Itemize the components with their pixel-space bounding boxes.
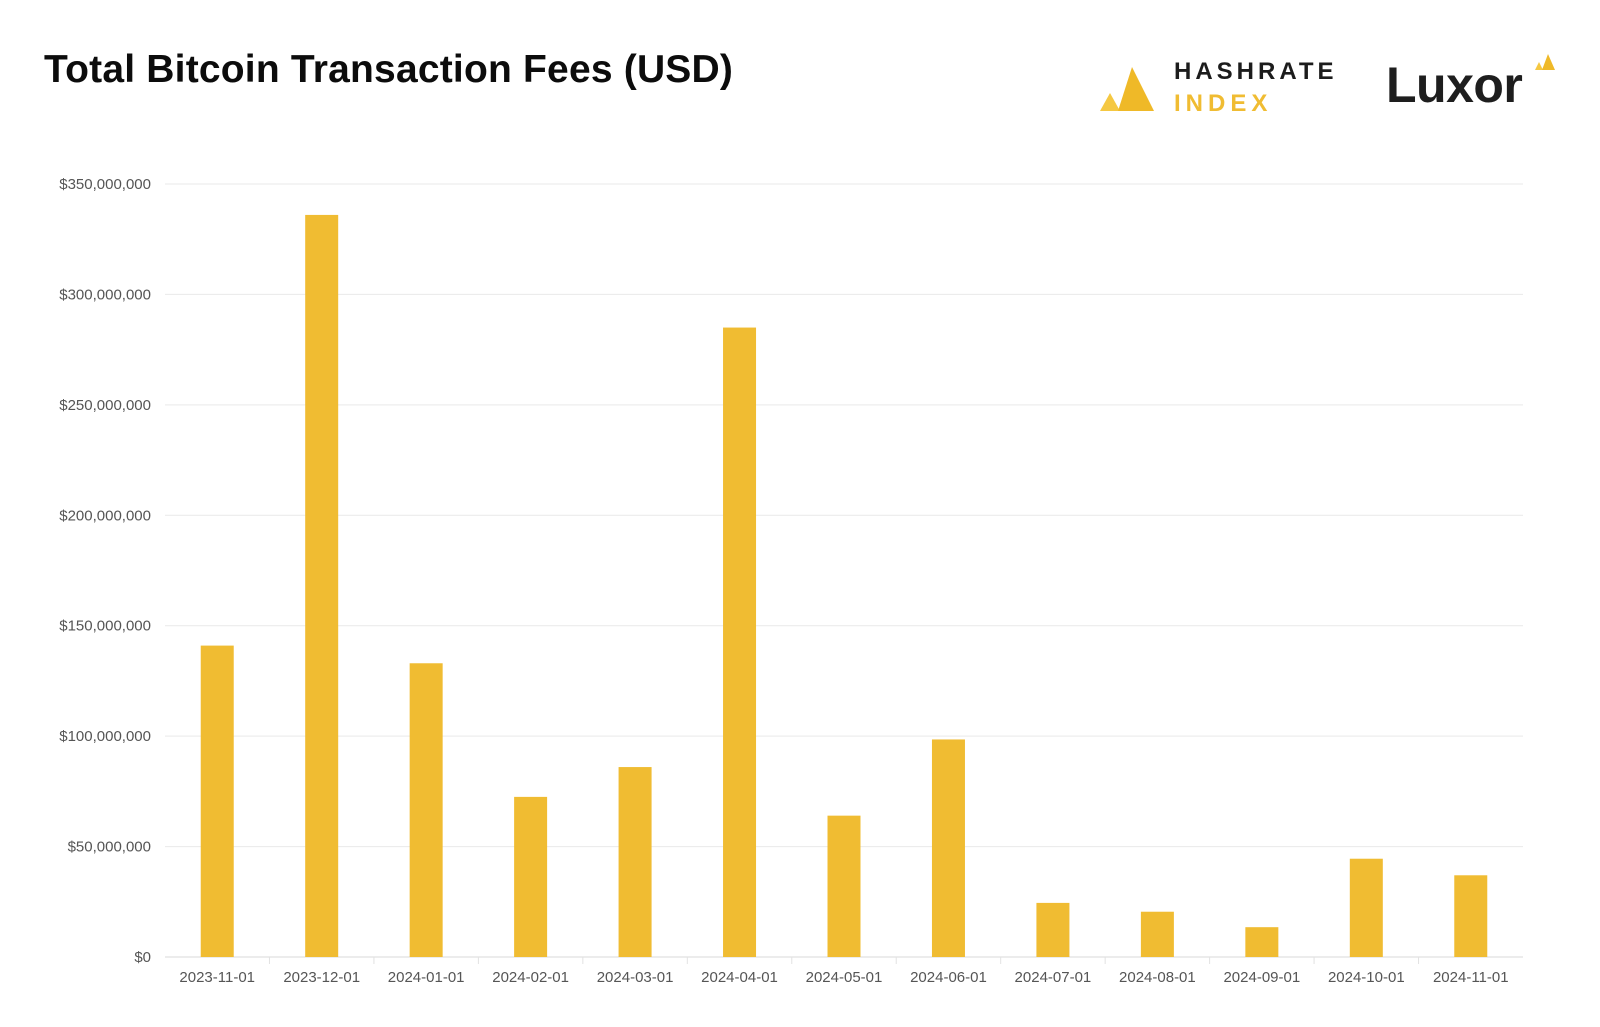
- bar[interactable]: [931, 739, 965, 957]
- x-tick-label: 2024-09-01: [1223, 969, 1300, 986]
- bar[interactable]: [618, 767, 652, 957]
- y-tick-label: $100,000,000: [59, 728, 151, 745]
- y-tick-label: $300,000,000: [59, 286, 151, 303]
- bar[interactable]: [1454, 875, 1488, 957]
- x-tick-label: 2024-06-01: [910, 969, 987, 986]
- y-tick-label: $350,000,000: [59, 176, 151, 193]
- bar[interactable]: [827, 815, 861, 957]
- x-tick-label: 2024-08-01: [1119, 969, 1196, 986]
- bar[interactable]: [723, 327, 757, 957]
- hashrate-logo-text: HASHRATE: [1174, 58, 1338, 85]
- x-tick-label: 2024-03-01: [597, 969, 674, 986]
- bar[interactable]: [305, 214, 339, 958]
- x-axis-ticks: 2023-11-01 2023-12-01 2024-01-01 2024-02-01…: [179, 957, 1509, 986]
- x-tick-label: 2023-12-01: [283, 969, 360, 986]
- y-tick-label: $150,000,000: [59, 618, 151, 635]
- x-tick-label: 2024-10-01: [1328, 969, 1405, 986]
- chart-title: Total Bitcoin Transaction Fees (USD): [44, 48, 734, 91]
- index-logo-text: INDEX: [1174, 90, 1273, 117]
- hashrate-index-logo: HASHRATE INDEX: [1098, 58, 1338, 120]
- x-tick-label: 2024-04-01: [701, 969, 778, 986]
- luxor-logo-icon: [1535, 54, 1555, 70]
- x-tick-label: 2024-07-01: [1015, 969, 1092, 986]
- x-tick-label: 2024-02-01: [492, 969, 569, 986]
- y-tick-label: $0: [134, 949, 151, 966]
- bar[interactable]: [1036, 902, 1070, 957]
- bar[interactable]: [409, 663, 443, 957]
- x-tick-label: 2024-01-01: [388, 969, 465, 986]
- x-tick-label: 2024-05-01: [806, 969, 883, 986]
- bar[interactable]: [514, 796, 548, 957]
- y-axis-ticks: $0 $50,000,000 $100,000,000 $150,000,000 $20…: [59, 176, 151, 966]
- bar[interactable]: [1245, 927, 1279, 957]
- y-tick-label: $200,000,000: [59, 507, 151, 524]
- bars: [200, 214, 1488, 958]
- x-tick-label: 2023-11-01: [179, 969, 255, 986]
- bar[interactable]: [1140, 911, 1174, 957]
- y-tick-label: $250,000,000: [59, 397, 151, 414]
- y-tick-label: $50,000,000: [68, 839, 151, 856]
- luxor-logo-text: Luxor: [1386, 57, 1523, 113]
- bar[interactable]: [1349, 858, 1383, 957]
- bar[interactable]: [200, 645, 234, 957]
- x-tick-label: 2024-11-01: [1433, 969, 1509, 986]
- hashrate-index-logo-icon: [1100, 67, 1154, 111]
- luxor-logo: Luxor: [1386, 54, 1556, 116]
